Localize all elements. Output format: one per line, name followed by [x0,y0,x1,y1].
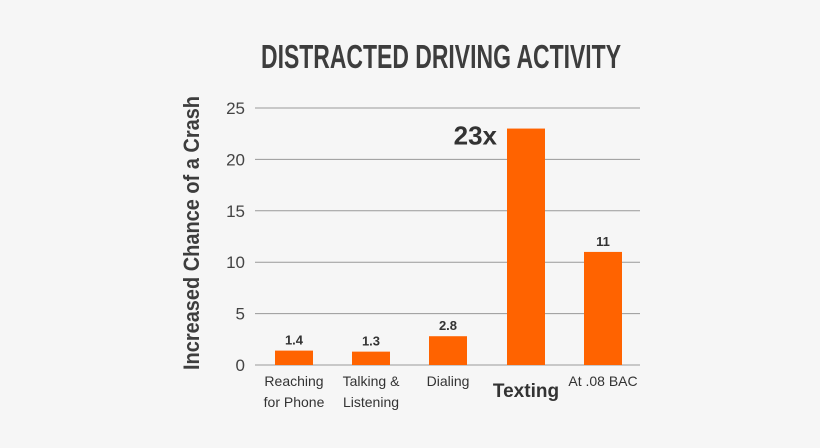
y-tick-label: 0 [236,356,245,375]
x-tick-label: Texting [493,381,559,402]
y-axis-label: Increased Chance of a Crash [179,96,204,370]
y-tick-label: 25 [226,99,245,118]
x-tick-label: Reaching [264,373,323,389]
data-label: 23x [454,121,498,151]
y-tick-label: 5 [236,305,245,324]
bar [352,351,390,365]
bar [584,251,622,365]
y-tick-label: 15 [226,202,245,221]
x-tick-label: Talking & [343,373,400,389]
data-label: 1.4 [285,333,304,348]
bar [507,128,545,365]
x-tick-label: for Phone [264,394,325,410]
x-tick-label: Listening [343,394,399,410]
data-label: 11 [596,234,610,249]
bar [275,350,313,365]
chart-title: DISTRACTED DRIVING ACTIVITY [261,38,621,75]
x-tick-label: Dialing [427,373,470,389]
data-label: 1.3 [362,334,380,349]
data-label: 2.8 [439,318,457,333]
y-tick-label: 20 [226,150,245,169]
y-tick-label: 10 [226,253,245,272]
bar [429,336,467,365]
x-tick-label: At .08 BAC [568,373,637,389]
